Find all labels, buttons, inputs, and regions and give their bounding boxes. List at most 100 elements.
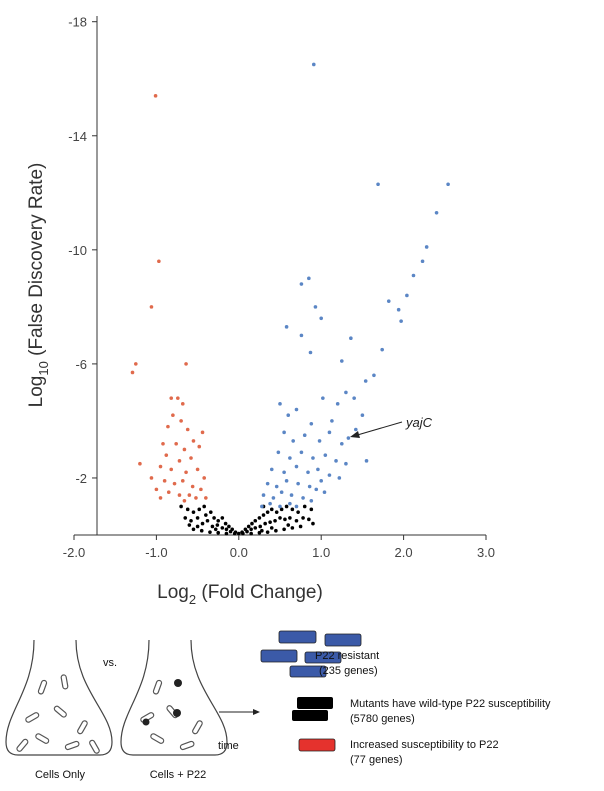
- point: [330, 419, 334, 423]
- annotation-arrow: [353, 421, 403, 437]
- point: [195, 524, 200, 529]
- legend-label: Increased susceptibility to P22: [350, 739, 499, 751]
- point: [220, 516, 225, 520]
- point: [319, 316, 324, 321]
- point: [200, 430, 205, 435]
- point: [174, 441, 178, 446]
- point: [363, 379, 368, 383]
- x-label-base: Log: [157, 582, 189, 603]
- y-tick-label: -14: [68, 129, 87, 144]
- point: [307, 517, 311, 522]
- point: [269, 467, 274, 472]
- x-tick-label: 1.0: [312, 545, 330, 560]
- point: [268, 520, 272, 524]
- point: [284, 479, 289, 483]
- point: [182, 498, 187, 503]
- point: [265, 530, 270, 534]
- point: [179, 504, 183, 509]
- point: [182, 447, 187, 452]
- point: [199, 528, 204, 533]
- point: [288, 501, 292, 506]
- blue-blocks: [260, 630, 362, 678]
- point: [261, 513, 266, 517]
- point: [289, 493, 294, 497]
- point: [195, 516, 200, 520]
- point: [191, 439, 196, 443]
- point: [420, 259, 425, 264]
- point: [220, 526, 225, 530]
- point: [288, 516, 292, 520]
- point: [309, 498, 314, 503]
- point: [288, 456, 292, 460]
- point: [344, 461, 348, 466]
- point: [212, 516, 216, 520]
- x-tick-label: -1.0: [145, 545, 167, 560]
- point: [204, 496, 208, 500]
- point: [372, 373, 376, 378]
- point: [261, 493, 266, 497]
- point: [169, 467, 174, 472]
- annotation: yajC: [405, 415, 433, 430]
- point: [180, 479, 185, 483]
- point: [191, 527, 196, 532]
- point: [249, 531, 253, 536]
- point: [237, 531, 241, 536]
- point: [278, 402, 282, 406]
- black-blocks: [292, 697, 333, 721]
- flask-left: [5, 639, 113, 756]
- point: [274, 510, 279, 514]
- arrowhead: [253, 709, 260, 715]
- point: [227, 524, 231, 529]
- point: [190, 484, 195, 489]
- point: [274, 528, 278, 533]
- point: [187, 523, 192, 527]
- point: [294, 464, 299, 469]
- point: [321, 396, 325, 400]
- point: [296, 481, 300, 486]
- point: [283, 517, 287, 522]
- point: [258, 524, 263, 529]
- point: [282, 527, 286, 532]
- point: [301, 516, 305, 520]
- point: [273, 518, 277, 523]
- point: [195, 467, 200, 472]
- point: [154, 487, 159, 492]
- point: [306, 470, 310, 475]
- x-label-sub: 2: [189, 592, 196, 607]
- point: [197, 444, 202, 449]
- point: [335, 402, 340, 406]
- point: [202, 476, 206, 480]
- point: [282, 470, 286, 475]
- point: [313, 305, 318, 309]
- point: [323, 453, 328, 457]
- point: [161, 441, 165, 446]
- point: [279, 507, 284, 512]
- point: [245, 529, 249, 534]
- point: [204, 513, 208, 517]
- point: [344, 390, 348, 395]
- point: [446, 182, 450, 187]
- point: [354, 427, 358, 432]
- x-tick-label: 3.0: [477, 545, 495, 560]
- y-tick-label: -2: [75, 471, 87, 486]
- point: [327, 430, 332, 435]
- point: [200, 521, 205, 526]
- point: [149, 476, 154, 480]
- red-block: [298, 738, 336, 752]
- point: [290, 507, 295, 512]
- point: [337, 476, 342, 480]
- point: [169, 396, 174, 400]
- point: [278, 504, 282, 509]
- legend-label: P22 resistant: [315, 650, 379, 662]
- point: [279, 490, 284, 495]
- point: [290, 526, 295, 530]
- y-label-base: Log: [26, 376, 47, 408]
- point: [185, 427, 190, 432]
- point: [314, 487, 319, 492]
- point: [199, 487, 203, 492]
- point: [260, 528, 264, 533]
- point: [263, 521, 267, 526]
- point: [284, 325, 289, 329]
- point: [265, 510, 270, 514]
